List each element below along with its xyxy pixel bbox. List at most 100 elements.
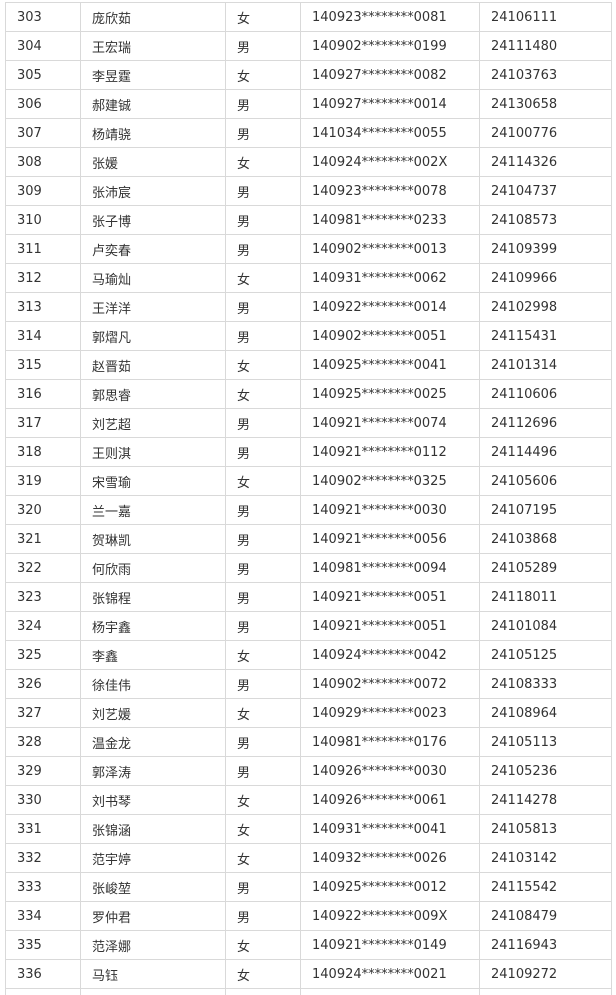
cell-student-number: 24105289 <box>479 553 612 583</box>
table-row: 325 李鑫女 140924********0042 24105125 <box>5 640 612 670</box>
table-row: 310 张子博男 140981********0233 24108573 <box>5 205 612 235</box>
table-row: 315 赵晋茹女 140925********0041 24101314 <box>5 350 612 380</box>
table-row: 327 刘艺媛女 140929********0023 24108964 <box>5 698 612 728</box>
table-body: 303 庞欣茹女 140923********0081 24106111 304 王宏瑞男… <box>5 2 612 995</box>
cell-student-number: 24105125 <box>479 640 612 670</box>
cell-student-number: 24108479 <box>479 901 612 931</box>
cell-name: 罗仲君 <box>80 901 226 931</box>
cell-index: 322 <box>5 553 81 583</box>
cell-id-number: 140926********0061 <box>300 785 480 815</box>
cell-student-number: 24116943 <box>479 930 612 960</box>
cell-id-number: 140902********0325 <box>300 466 480 496</box>
table-row: 324 杨宇鑫男 140921********0051 24101084 <box>5 611 612 641</box>
cell-id-number: 140925********0025 <box>300 379 480 409</box>
cell-id-number: 140927********0082 <box>300 60 480 90</box>
cell-empty <box>80 988 226 995</box>
table-row: 303 庞欣茹女 140923********0081 24106111 <box>5 2 612 32</box>
cell-id-number: 140921********0030 <box>300 495 480 525</box>
cell-index: 311 <box>5 234 81 264</box>
cell-student-number: 24130658 <box>479 89 612 119</box>
cell-empty <box>225 988 301 995</box>
cell-id-number: 140921********0051 <box>300 611 480 641</box>
cell-id-number: 140926********0030 <box>300 756 480 786</box>
cell-gender: 女 <box>225 843 301 873</box>
cell-index: 312 <box>5 263 81 293</box>
cell-index: 326 <box>5 669 81 699</box>
cell-name: 张锦程 <box>80 582 226 612</box>
cell-index: 318 <box>5 437 81 467</box>
cell-name: 兰一嘉 <box>80 495 226 525</box>
cell-gender: 男 <box>225 495 301 525</box>
cell-gender: 女 <box>225 640 301 670</box>
cell-gender: 男 <box>225 611 301 641</box>
cell-name: 郭泽涛 <box>80 756 226 786</box>
cell-student-number: 24107195 <box>479 495 612 525</box>
cell-name: 卢奕春 <box>80 234 226 264</box>
cell-gender: 男 <box>225 582 301 612</box>
cell-gender: 女 <box>225 147 301 177</box>
cell-student-number: 24112696 <box>479 408 612 438</box>
table-row: 314 郭熠凡男 140902********0051 24115431 <box>5 321 612 351</box>
cell-index: 325 <box>5 640 81 670</box>
table-row: 316 郭思睿女 140925********0025 24110606 <box>5 379 612 409</box>
table-row: 307 杨靖骁男 141034********0055 24100776 <box>5 118 612 148</box>
cell-gender: 男 <box>225 437 301 467</box>
cell-gender: 男 <box>225 31 301 61</box>
cell-index: 335 <box>5 930 81 960</box>
cell-index: 323 <box>5 582 81 612</box>
cell-gender: 女 <box>225 814 301 844</box>
cell-name: 张子博 <box>80 205 226 235</box>
cell-index: 333 <box>5 872 81 902</box>
cell-student-number: 24103142 <box>479 843 612 873</box>
cell-name: 郭思睿 <box>80 379 226 409</box>
cell-id-number: 140921********0056 <box>300 524 480 554</box>
cell-gender: 女 <box>225 698 301 728</box>
cell-student-number: 24104737 <box>479 176 612 206</box>
table-row: 319 宋雪瑜女 140902********0325 24105606 <box>5 466 612 496</box>
cell-id-number: 140931********0062 <box>300 263 480 293</box>
table-row: 335 范泽娜女 140921********0149 24116943 <box>5 930 612 960</box>
cell-student-number: 24105236 <box>479 756 612 786</box>
cell-student-number: 24111480 <box>479 31 612 61</box>
cell-id-number: 141034********0055 <box>300 118 480 148</box>
cell-id-number: 140921********0112 <box>300 437 480 467</box>
cell-id-number: 140925********0012 <box>300 872 480 902</box>
table-row: 322 何欣雨男 140981********0094 24105289 <box>5 553 612 583</box>
table-row: 329 郭泽涛男 140926********0030 24105236 <box>5 756 612 786</box>
cell-gender: 男 <box>225 901 301 931</box>
cell-index: 332 <box>5 843 81 873</box>
cell-student-number: 24105606 <box>479 466 612 496</box>
cell-student-number: 24103763 <box>479 60 612 90</box>
cell-name: 贺琳凯 <box>80 524 226 554</box>
cell-gender: 女 <box>225 930 301 960</box>
cell-index: 334 <box>5 901 81 931</box>
cell-name: 张锦涵 <box>80 814 226 844</box>
cell-name: 庞欣茹 <box>80 2 226 32</box>
cell-gender: 男 <box>225 553 301 583</box>
table-row: 323 张锦程男 140921********0051 24118011 <box>5 582 612 612</box>
table-row: 317 刘艺超男 140921********0074 24112696 <box>5 408 612 438</box>
cell-name: 徐佳伟 <box>80 669 226 699</box>
cell-id-number: 140924********0021 <box>300 959 480 989</box>
cell-gender: 女 <box>225 785 301 815</box>
table-row: 311 卢奕春男 140902********0013 24109399 <box>5 234 612 264</box>
cell-gender: 男 <box>225 524 301 554</box>
cell-name: 张媛 <box>80 147 226 177</box>
table-row: 331 张锦涵女 140931********0041 24105813 <box>5 814 612 844</box>
cell-name: 王宏瑞 <box>80 31 226 61</box>
cell-id-number: 140921********0149 <box>300 930 480 960</box>
cell-id-number: 140927********0014 <box>300 89 480 119</box>
cell-gender: 男 <box>225 205 301 235</box>
cell-name: 温金龙 <box>80 727 226 757</box>
table-row: 332 范宇婷女 140932********0026 24103142 <box>5 843 612 873</box>
cell-gender: 男 <box>225 292 301 322</box>
cell-id-number: 140924********002X <box>300 147 480 177</box>
table-row: 313 王洋洋男 140922********0014 24102998 <box>5 292 612 322</box>
cell-id-number: 140902********0051 <box>300 321 480 351</box>
table-row: 318 王则淇男 140921********0112 24114496 <box>5 437 612 467</box>
cell-index: 314 <box>5 321 81 351</box>
cell-name: 刘艺媛 <box>80 698 226 728</box>
cell-id-number: 140981********0094 <box>300 553 480 583</box>
cell-gender: 女 <box>225 2 301 32</box>
cell-name: 赵晋茹 <box>80 350 226 380</box>
